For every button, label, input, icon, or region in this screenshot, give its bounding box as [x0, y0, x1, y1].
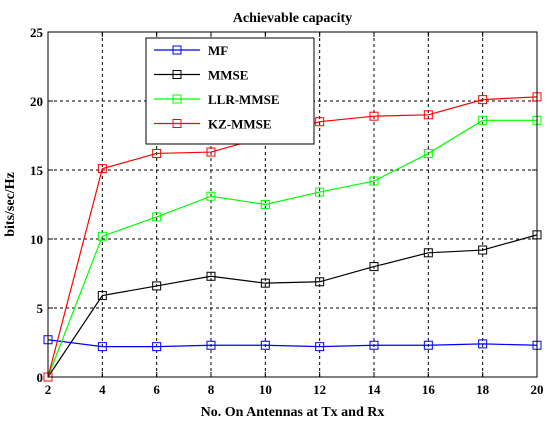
- series-line-mmse: [47, 234, 538, 378]
- data-point-mmse: [206, 271, 216, 281]
- data-point-llr-mmse: [315, 187, 325, 197]
- data-point-mmse: [315, 277, 325, 287]
- data-point-kz-mmse: [478, 95, 488, 105]
- y-tick-label: 5: [37, 301, 44, 316]
- data-point-llr-mmse: [423, 148, 433, 158]
- legend-marker-llr-mmse: [172, 94, 182, 104]
- data-point-mf: [152, 342, 162, 352]
- data-point-mf: [369, 340, 379, 350]
- x-axis-label: No. On Antennas at Tx and Rx: [201, 405, 385, 420]
- data-point-kz-mmse: [97, 164, 107, 174]
- data-point-mf: [206, 340, 216, 350]
- legend-label-llr-mmse: LLR-MMSE: [208, 92, 280, 107]
- data-point-mf: [478, 339, 488, 349]
- y-tick-label: 0: [37, 370, 44, 385]
- data-point-mf: [315, 342, 325, 352]
- data-point-mmse: [478, 245, 488, 255]
- data-point-llr-mmse: [260, 200, 270, 209]
- y-tick-label: 20: [30, 94, 43, 109]
- series-line-llr-mmse: [47, 119, 537, 378]
- x-tick-label: 2: [45, 382, 52, 397]
- plot-frame: [47, 31, 538, 378]
- legend-label-mf: MF: [208, 43, 228, 58]
- x-tick-label: 6: [153, 382, 160, 397]
- legend-box: [145, 37, 315, 145]
- data-point-llr-mmse: [478, 115, 488, 125]
- data-point-kz-mmse: [206, 147, 216, 157]
- data-point-mf: [260, 340, 270, 350]
- legend-marker-mmse: [172, 70, 182, 79]
- data-point-mmse: [369, 262, 379, 272]
- legend-label-kz-mmse: KZ-MMSE: [208, 117, 272, 132]
- series-line-mf: [47, 339, 538, 348]
- data-point-kz-mmse: [423, 110, 433, 120]
- legend: MF MMSE LLR-MMSE KZ-MMSE: [145, 37, 315, 145]
- x-tick-label: 20: [531, 382, 544, 397]
- y-tick-label: 10: [30, 232, 43, 247]
- x-tick-label: 10: [259, 382, 272, 397]
- data-point-mmse: [152, 281, 162, 291]
- x-tick-label: 16: [422, 382, 436, 397]
- legend-marker-kz-mmse: [172, 119, 182, 128]
- axis-ticks: 2 4 6 8 10 12 14 16 18 20 0 5 10 15 20 25: [30, 25, 544, 397]
- data-point-kz-mmse: [369, 111, 379, 121]
- x-tick-label: 18: [476, 382, 490, 397]
- data-point-mf: [423, 340, 433, 350]
- chart-title: Achievable capacity: [233, 11, 352, 26]
- legend-marker-mf: [172, 45, 182, 55]
- x-tick-label: 4: [99, 382, 106, 397]
- data-point-mf: [97, 342, 107, 352]
- x-tick-label: 8: [208, 382, 215, 397]
- y-tick-label: 25: [30, 25, 44, 40]
- data-point-mmse: [423, 248, 433, 258]
- data-point-llr-mmse: [369, 176, 379, 186]
- x-tick-label: 12: [313, 382, 326, 397]
- data-point-mmse: [260, 278, 270, 288]
- data-point-kz-mmse: [315, 117, 325, 127]
- data-point-mmse: [97, 291, 107, 301]
- data-point-kz-mmse: [152, 148, 162, 158]
- data-point-llr-mmse: [97, 231, 107, 241]
- y-tick-label: 15: [30, 163, 44, 178]
- data-point-llr-mmse: [206, 191, 216, 201]
- data-point-llr-mmse: [152, 212, 162, 222]
- y-axis-label: bits/sec/Hz: [3, 172, 18, 237]
- legend-label-mmse: MMSE: [208, 68, 248, 83]
- series-layer: [43, 92, 542, 382]
- x-tick-label: 14: [368, 382, 382, 397]
